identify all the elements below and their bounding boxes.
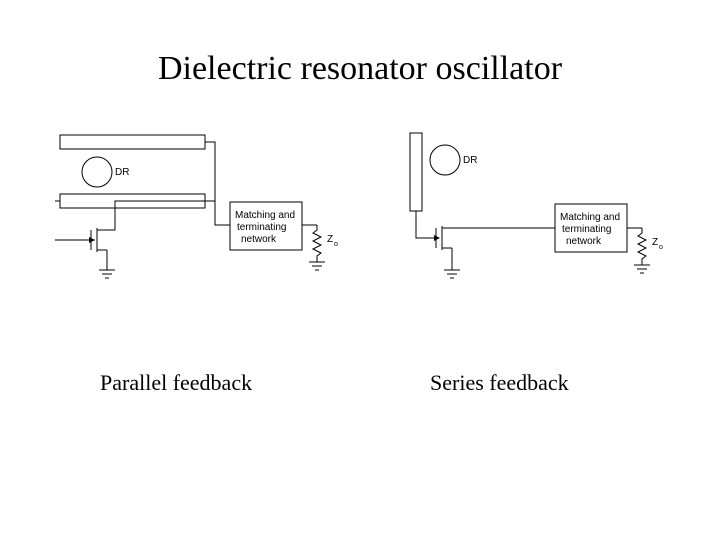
- diagram-series-feedback: DR Matching and terminating network Z o: [380, 130, 680, 320]
- zo-sub: o: [334, 241, 338, 248]
- network-label-3: network: [241, 234, 277, 245]
- network-label-3: network: [566, 236, 602, 247]
- caption-series: Series feedback: [430, 370, 569, 396]
- caption-parallel: Parallel feedback: [100, 370, 252, 396]
- zo-sub: o: [659, 244, 663, 251]
- tx-line-upper: [60, 135, 205, 149]
- dr-label: DR: [115, 167, 129, 178]
- page-title: Dielectric resonator oscillator: [0, 50, 720, 88]
- network-label-2: terminating: [562, 224, 611, 235]
- dr-resonator: [430, 145, 460, 175]
- zo-label: Z: [652, 237, 658, 248]
- network-label-1: Matching and: [560, 212, 620, 223]
- dr-label: DR: [463, 155, 477, 166]
- network-label-1: Matching and: [235, 210, 295, 221]
- dr-resonator: [82, 157, 112, 187]
- diagram-parallel-feedback: DR Matching and terminating network Z o: [55, 130, 345, 320]
- zo-label: Z: [327, 234, 333, 245]
- tx-line: [410, 133, 422, 211]
- network-label-2: terminating: [237, 222, 286, 233]
